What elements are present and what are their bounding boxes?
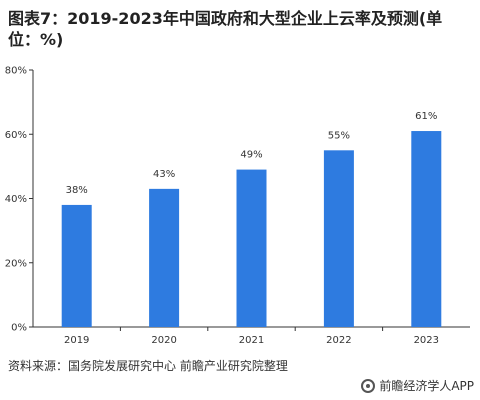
data-label-2021: 49%: [240, 150, 262, 161]
y-axis-ticks: 0% 20% 40% 60% 80%: [5, 66, 33, 334]
brand-name: 前瞻经济学人APP: [379, 379, 474, 393]
x-tick-label: 2021: [239, 335, 264, 346]
chart-title: 图表7：2019-2023年中国政府和大型企业上云率及预测(单位：%): [8, 9, 443, 49]
data-label-2019: 38%: [66, 185, 88, 196]
bar-2019: [61, 204, 92, 327]
data-label-2022: 55%: [328, 130, 350, 141]
y-tick-label: 60%: [5, 130, 27, 141]
x-axis-ticks: 2019 2020 2021 2022 2023: [64, 327, 439, 346]
brand-footer: 前瞻经济学人APP: [361, 377, 474, 394]
data-label-2020: 43%: [153, 169, 175, 180]
x-tick-label: 2020: [151, 335, 176, 346]
data-label-2023: 61%: [415, 111, 437, 122]
y-tick-label: 20%: [5, 258, 27, 269]
x-tick-label: 2023: [414, 335, 439, 346]
bar-2023: [411, 131, 442, 327]
x-tick-label: 2022: [326, 335, 351, 346]
bars: [61, 131, 442, 327]
source-note: 资料来源：国务院发展研究中心 前瞻产业研究院整理: [8, 359, 288, 373]
brand-logo-icon: [361, 378, 376, 393]
y-tick-label: 40%: [5, 194, 27, 205]
bar-2021: [236, 169, 267, 327]
bar-2020: [149, 188, 180, 327]
bar-2022: [323, 150, 354, 327]
y-tick-label: 0%: [11, 323, 27, 334]
y-tick-label: 80%: [5, 66, 27, 77]
data-labels: 38% 43% 49% 55% 61%: [66, 111, 438, 196]
x-tick-label: 2019: [64, 335, 89, 346]
